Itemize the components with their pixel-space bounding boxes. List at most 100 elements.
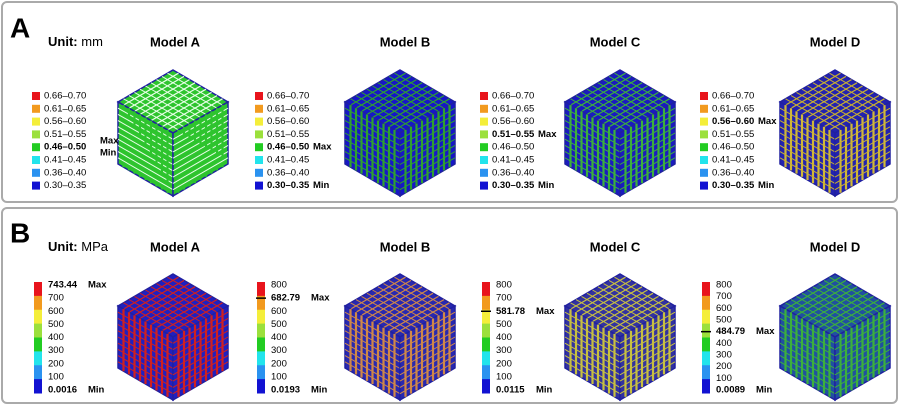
legend-label: 0.51–0.55 — [712, 129, 754, 140]
lattice-model — [780, 70, 890, 196]
colorbar-band — [482, 365, 490, 379]
legend-label: 500 — [271, 319, 287, 330]
legend-label: 700 — [716, 291, 732, 302]
legend-swatch — [255, 130, 263, 138]
colorbar-band — [34, 310, 42, 324]
legend-swatch — [32, 169, 40, 177]
legend-label: 400 — [716, 338, 732, 349]
legend-label: 100 — [48, 371, 64, 382]
legend-label: 0.41–0.45 — [492, 155, 534, 166]
legend-swatch — [32, 92, 40, 100]
legend-swatch — [480, 143, 488, 151]
legend-swatch — [255, 105, 263, 113]
legend-label: 100 — [271, 371, 287, 382]
unit: Unit: MPa — [48, 239, 109, 254]
legend-label: 682.79 — [271, 293, 300, 304]
legend-label: 700 — [496, 293, 512, 304]
model-title: Model A — [150, 34, 201, 49]
colorbar-band — [702, 379, 710, 393]
lattice-model — [118, 70, 228, 196]
legend-label: 0.56–0.60 — [267, 116, 309, 127]
legend-label: 200 — [48, 358, 64, 369]
colorbar-band — [702, 296, 710, 310]
colorbar-band — [257, 282, 265, 296]
legend-swatch — [32, 143, 40, 151]
legend-label: 0.61–0.65 — [492, 103, 534, 114]
legend-mark: Min — [536, 385, 553, 396]
colorbar-band — [34, 365, 42, 379]
colorbar-band — [257, 351, 265, 365]
legend-swatch — [700, 92, 708, 100]
legend-swatch — [700, 130, 708, 138]
colorbar-band — [482, 296, 490, 310]
legend-label: 0.36–0.40 — [44, 167, 86, 178]
legend-mark: Min — [758, 180, 775, 191]
colorbar-band — [257, 365, 265, 379]
colorbar-band — [34, 351, 42, 365]
legend-swatch — [700, 105, 708, 113]
legend-label: 0.66–0.70 — [44, 91, 86, 102]
legend-label: 400 — [496, 332, 512, 343]
colorbar-band — [482, 282, 490, 296]
legend-label: 0.61–0.65 — [712, 103, 754, 114]
legend-label: 0.46–0.50 — [712, 142, 754, 153]
colorbar-band — [702, 351, 710, 365]
legend-swatch — [32, 156, 40, 164]
lattice-model — [780, 274, 890, 400]
legend-label: 700 — [48, 293, 64, 304]
legend-label: 0.41–0.45 — [44, 155, 86, 166]
legend-mark: Min — [538, 180, 555, 191]
legend-swatch — [480, 169, 488, 177]
legend-mark: Max — [756, 326, 775, 337]
colorbar-band — [257, 310, 265, 324]
legend-label: 0.0016 — [48, 385, 77, 396]
legend-label: 484.79 — [716, 326, 745, 337]
legend-mark: Max — [311, 293, 330, 304]
legend-label: 0.41–0.45 — [267, 155, 309, 166]
unit-label: Unit: — [48, 34, 78, 49]
legend-mark: Max — [538, 129, 557, 140]
legend-swatch — [480, 105, 488, 113]
panel-letter: A — [10, 12, 30, 43]
legend-swatch — [32, 118, 40, 126]
legend-mark: Min — [311, 385, 328, 396]
legend-swatch — [32, 182, 40, 190]
colorbar-band — [257, 324, 265, 338]
legend-label: 0.36–0.40 — [492, 167, 534, 178]
legend-label: 0.30–0.35 — [267, 180, 310, 191]
legend-swatch — [255, 118, 263, 126]
legend-label: 0.30–0.35 — [492, 180, 535, 191]
legend-swatch — [480, 92, 488, 100]
model-title: Model B — [380, 239, 431, 254]
colorbar-band — [257, 338, 265, 352]
legend-label: 0.51–0.55 — [267, 129, 309, 140]
legend-swatch — [32, 105, 40, 113]
legend-label: 0.61–0.65 — [44, 103, 86, 114]
legend-label: 100 — [716, 373, 732, 384]
legend-label: 0.36–0.40 — [267, 167, 309, 178]
legend-swatch — [255, 182, 263, 190]
lattice-model — [565, 274, 675, 400]
colorbar-band — [34, 338, 42, 352]
legend-label: 0.51–0.55 — [492, 129, 535, 140]
legend-label: 0.51–0.55 — [44, 129, 86, 140]
legend-label: 600 — [271, 306, 287, 317]
colorbar-band — [482, 379, 490, 393]
unit-label: Unit: — [48, 239, 78, 254]
legend-swatch — [480, 118, 488, 126]
legend-swatch — [255, 156, 263, 164]
model-title: Model A — [150, 239, 201, 254]
colorbar-band — [482, 338, 490, 352]
lattice-model — [565, 70, 675, 196]
legend-label: 0.56–0.60 — [492, 116, 534, 127]
legend-label: 200 — [716, 361, 732, 372]
legend-label: 800 — [271, 280, 287, 291]
legend-mark: Min — [88, 385, 105, 396]
legend-label: 100 — [496, 371, 512, 382]
legend-label: 0.0193 — [271, 385, 300, 396]
legend-swatch — [255, 92, 263, 100]
colorbar-band — [702, 282, 710, 296]
legend-label: 500 — [496, 319, 512, 330]
legend-label: 600 — [716, 303, 732, 314]
model-title: Model D — [810, 34, 861, 49]
